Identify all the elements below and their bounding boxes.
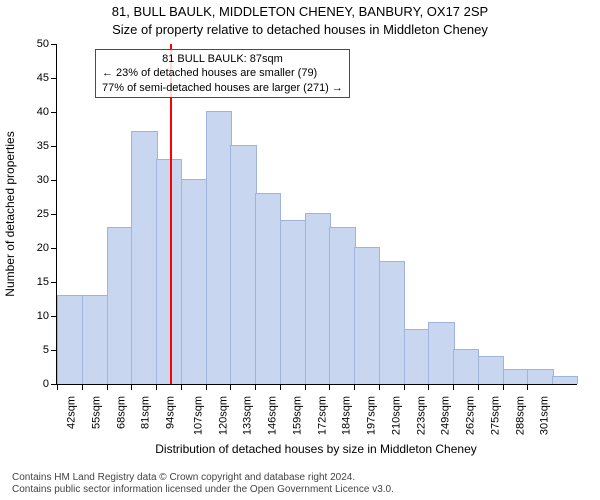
x-tick <box>156 384 157 390</box>
histogram-bar <box>305 213 331 384</box>
y-tick-label: 5 <box>9 344 49 356</box>
x-tick <box>107 384 108 390</box>
attribution-line2: Contains public sector information licen… <box>12 484 394 496</box>
histogram-bar <box>428 322 454 384</box>
y-tick-label: 35 <box>9 140 49 152</box>
x-tick <box>329 384 330 390</box>
histogram-bar <box>57 295 83 384</box>
x-tick-label: 223sqm <box>415 396 427 435</box>
x-tick-label: 68sqm <box>115 396 127 429</box>
histogram-bar <box>280 220 306 384</box>
y-tick-label: 25 <box>9 208 49 220</box>
x-tick <box>379 384 380 390</box>
y-tick-label: 0 <box>9 378 49 390</box>
histogram-bar <box>156 159 182 384</box>
y-tick <box>51 282 57 283</box>
histogram-bar <box>181 179 207 384</box>
y-tick-label: 30 <box>9 174 49 186</box>
x-tick <box>404 384 405 390</box>
histogram-bar <box>255 193 281 384</box>
x-tick-label: 120sqm <box>217 396 229 435</box>
annotation-box: 81 BULL BAULK: 87sqm ← 23% of detached h… <box>95 49 350 98</box>
x-tick <box>82 384 83 390</box>
x-tick <box>354 384 355 390</box>
x-tick <box>131 384 132 390</box>
y-tick <box>51 146 57 147</box>
x-tick <box>230 384 231 390</box>
x-tick-label: 159sqm <box>291 396 303 435</box>
y-tick <box>51 44 57 45</box>
chart-plot-area: 81 BULL BAULK: 87sqm ← 23% of detached h… <box>56 44 577 385</box>
x-tick-label: 107sqm <box>192 396 204 435</box>
attribution-line1: Contains HM Land Registry data © Crown c… <box>12 472 394 484</box>
x-tick-label: 288sqm <box>514 396 526 435</box>
histogram-bar <box>379 261 405 384</box>
histogram-bar <box>206 111 232 384</box>
x-tick <box>181 384 182 390</box>
histogram-bar <box>552 376 578 384</box>
y-tick <box>51 214 57 215</box>
chart-title-line2: Size of property relative to detached ho… <box>0 22 600 37</box>
y-tick <box>51 78 57 79</box>
chart-title-line1: 81, BULL BAULK, MIDDLETON CHENEY, BANBUR… <box>0 4 600 19</box>
histogram-bar <box>354 247 380 384</box>
histogram-bar <box>107 227 133 384</box>
x-tick-label: 133sqm <box>242 396 254 435</box>
x-tick <box>503 384 504 390</box>
histogram-bar <box>131 131 157 384</box>
histogram-bar <box>82 295 108 384</box>
x-tick-label: 42sqm <box>66 396 78 429</box>
histogram-bar <box>230 145 256 384</box>
annotation-line2: ← 23% of detached houses are smaller (79… <box>102 66 343 80</box>
x-tick <box>280 384 281 390</box>
x-tick <box>255 384 256 390</box>
histogram-bar <box>453 349 479 384</box>
x-axis-label: Distribution of detached houses by size … <box>56 442 576 456</box>
annotation-line1: 81 BULL BAULK: 87sqm <box>102 52 343 66</box>
x-tick-label: 146sqm <box>267 396 279 435</box>
x-tick <box>57 384 58 390</box>
annotation-line3: 77% of semi-detached houses are larger (… <box>102 81 343 95</box>
x-tick <box>428 384 429 390</box>
x-tick <box>478 384 479 390</box>
y-tick <box>51 248 57 249</box>
y-tick-label: 50 <box>9 38 49 50</box>
x-tick-label: 197sqm <box>366 396 378 435</box>
x-tick-label: 172sqm <box>316 396 328 435</box>
x-tick-label: 275sqm <box>490 396 502 435</box>
y-tick-label: 20 <box>9 242 49 254</box>
x-tick <box>305 384 306 390</box>
x-tick-label: 81sqm <box>140 396 152 429</box>
x-tick <box>453 384 454 390</box>
x-tick <box>206 384 207 390</box>
y-tick <box>51 180 57 181</box>
attribution: Contains HM Land Registry data © Crown c… <box>12 472 394 496</box>
x-tick-label: 210sqm <box>390 396 402 435</box>
y-tick-label: 45 <box>9 72 49 84</box>
histogram-bar <box>404 329 430 384</box>
x-tick-label: 184sqm <box>341 396 353 435</box>
x-tick-label: 301sqm <box>539 396 551 435</box>
y-tick <box>51 316 57 317</box>
histogram-bar <box>527 369 553 384</box>
histogram-bar <box>503 369 529 384</box>
x-tick-label: 94sqm <box>165 396 177 429</box>
y-tick-label: 10 <box>9 310 49 322</box>
histogram-bar <box>329 227 355 384</box>
y-tick <box>51 112 57 113</box>
x-tick-label: 249sqm <box>440 396 452 435</box>
y-tick <box>51 350 57 351</box>
histogram-bar <box>478 356 504 384</box>
x-tick-label: 55sqm <box>90 396 102 429</box>
x-tick-label: 262sqm <box>465 396 477 435</box>
y-tick-label: 15 <box>9 276 49 288</box>
y-tick-label: 40 <box>9 106 49 118</box>
x-tick <box>527 384 528 390</box>
